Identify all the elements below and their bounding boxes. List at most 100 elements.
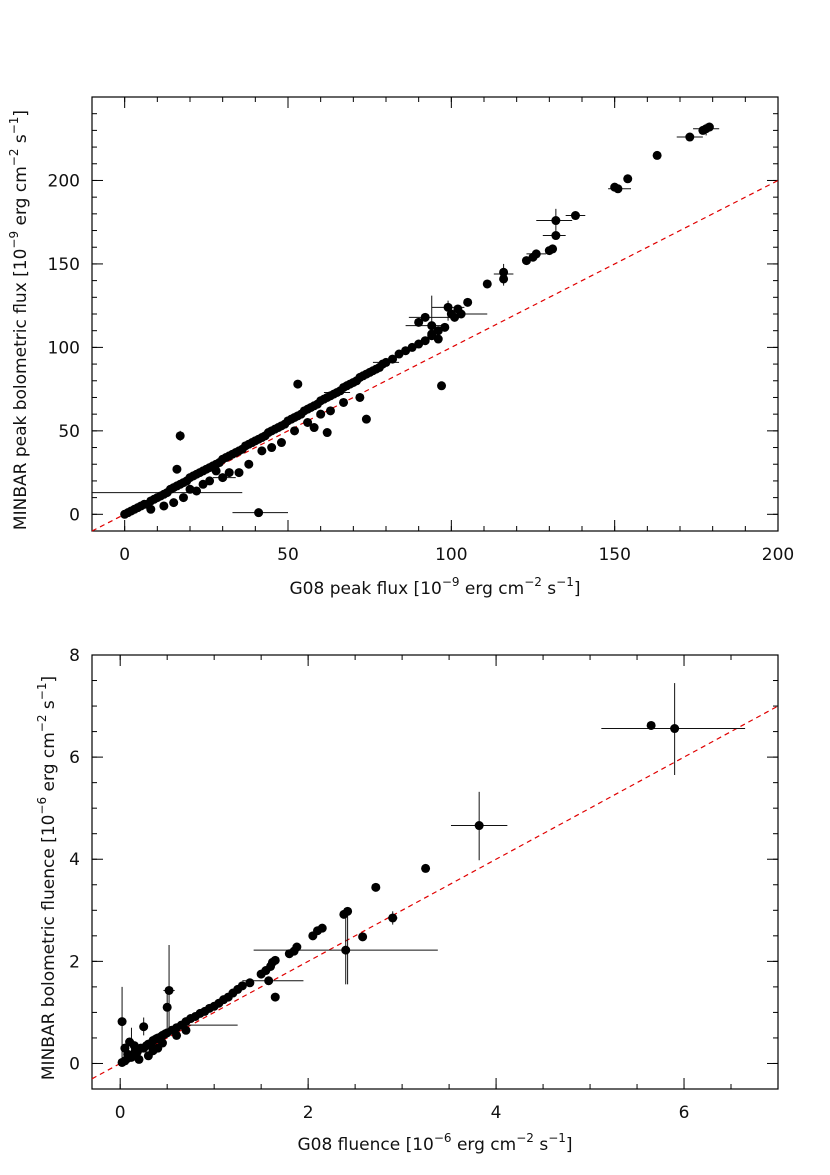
x-tick-labels-top: 0 50 100 150 200 — [119, 545, 794, 565]
data-point — [254, 508, 264, 518]
data-point — [276, 438, 286, 448]
data-point — [646, 720, 656, 730]
data-point — [322, 428, 332, 438]
data-point — [148, 1046, 158, 1056]
data-point — [218, 473, 228, 483]
y-tick-label: 200 — [48, 171, 80, 191]
data-point — [129, 1041, 139, 1051]
data-point — [427, 329, 437, 339]
data-point — [172, 464, 182, 474]
y-tick-label: 50 — [58, 422, 80, 442]
data-point — [123, 1049, 133, 1059]
data-point — [245, 978, 255, 988]
data-point — [181, 1025, 191, 1035]
data-point — [117, 1017, 127, 1027]
y-tick-label: 4 — [69, 850, 80, 870]
x-tick-label: 150 — [598, 545, 630, 565]
x-tick-label: 4 — [491, 1103, 502, 1123]
data-point — [303, 418, 313, 427]
data-point — [264, 976, 274, 986]
data-point — [293, 379, 303, 389]
y-tick-label: 6 — [69, 748, 80, 768]
panel-fluence: 0 2 4 6 0 2 4 6 8 G08 fluence [10−6 erg cm−2 s−… — [35, 646, 779, 1155]
y-tick-labels-bottom: 0 2 4 6 8 — [69, 646, 80, 1074]
data-point — [623, 174, 633, 184]
data-point — [292, 942, 302, 952]
y-tick-label: 0 — [69, 505, 80, 525]
x-tick-label: 6 — [679, 1103, 690, 1123]
tick-marks-top — [91, 96, 779, 532]
data-point — [244, 459, 254, 469]
data-point — [175, 431, 185, 441]
x-tick-label: 200 — [762, 545, 794, 565]
data-point — [528, 252, 538, 262]
data-point — [309, 423, 319, 433]
data-point — [670, 724, 680, 734]
data-point — [325, 406, 335, 416]
data-point — [499, 274, 509, 284]
data-point — [211, 466, 221, 476]
data-point — [440, 322, 450, 332]
data-point — [146, 504, 156, 514]
data-point — [551, 231, 561, 241]
data-point — [159, 501, 169, 511]
data-point — [234, 468, 244, 478]
data-point — [414, 317, 424, 327]
x-tick-label: 2 — [303, 1103, 314, 1123]
data-point — [172, 1030, 182, 1040]
data-points-bottom — [117, 720, 680, 1067]
x-tick-label: 50 — [277, 545, 299, 565]
y-tick-label: 2 — [69, 952, 80, 972]
data-point — [317, 923, 327, 933]
data-point — [224, 468, 234, 478]
data-point — [421, 863, 431, 873]
panel-peak-flux: 0 50 100 150 200 0 50 100 150 200 G08 peak flux … — [7, 96, 794, 599]
data-point — [420, 336, 430, 346]
data-point — [371, 882, 381, 892]
plot-frame-top — [91, 96, 779, 532]
data-point — [290, 426, 300, 436]
x-axis-title-top: G08 peak flux [10−9 erg cm−2 s−1] — [289, 575, 580, 599]
data-point — [358, 932, 368, 942]
data-point — [388, 913, 398, 923]
data-points-top — [120, 122, 714, 519]
reference-line-y-equals-x — [91, 705, 779, 1080]
data-point — [456, 309, 466, 319]
data-point — [178, 493, 188, 503]
data-point — [341, 945, 351, 955]
y-tick-label: 100 — [48, 338, 80, 358]
data-point — [185, 484, 195, 494]
data-point — [499, 267, 509, 277]
data-point — [463, 297, 473, 307]
x-tick-label: 0 — [119, 545, 130, 565]
data-point — [339, 397, 349, 407]
data-point — [237, 981, 247, 991]
data-point — [433, 334, 443, 344]
data-point — [388, 354, 398, 364]
x-axis-title-bottom: G08 fluence [10−6 erg cm−2 s−1] — [297, 1131, 572, 1155]
data-point — [544, 246, 554, 256]
data-point — [169, 498, 179, 508]
data-point — [164, 985, 174, 995]
data-point — [162, 1002, 172, 1012]
tick-marks-bottom — [92, 654, 779, 1090]
reference-line-bottom — [91, 705, 779, 1080]
x-tick-label: 0 — [115, 1103, 126, 1123]
data-point — [134, 1054, 144, 1064]
data-point — [198, 479, 208, 489]
data-point — [704, 122, 714, 132]
y-tick-label: 0 — [69, 1054, 80, 1074]
data-point — [652, 150, 662, 160]
data-point — [685, 132, 695, 142]
data-point — [139, 1022, 149, 1032]
data-point — [267, 443, 277, 453]
data-point — [420, 312, 430, 322]
data-point — [270, 955, 280, 965]
y-tick-label: 150 — [48, 255, 80, 275]
data-point — [257, 446, 267, 456]
plot-frame-bottom — [91, 654, 779, 1090]
data-point — [613, 184, 623, 194]
y-tick-label: 8 — [69, 646, 80, 666]
x-tick-label: 100 — [435, 545, 467, 565]
